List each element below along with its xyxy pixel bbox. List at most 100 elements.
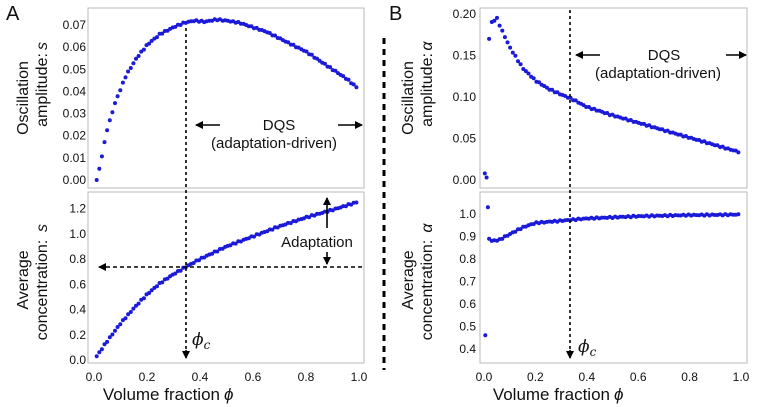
data-point [483,333,488,338]
data-point [513,229,518,234]
data-point [333,68,338,73]
xtick-label: 0.4 [578,370,595,384]
data-point [482,171,487,176]
ylabel-b-bottom-line2: concentration: [419,240,436,341]
ytick-label: 0.10 [453,90,477,104]
data-point [123,75,128,80]
data-point [123,316,128,321]
phi-c-label-b: ϕc [578,337,597,359]
dqs-sub-label-b: (adaptation-driven) [595,65,721,82]
xtick-label: 0.8 [298,370,315,384]
data-point [286,40,291,45]
data-point [518,227,523,232]
xlabel-b-symbol: ϕ [614,385,623,404]
data-point [273,33,277,38]
data-point [99,347,104,352]
data-point [252,234,256,239]
data-point [505,40,510,45]
data-points [94,15,741,359]
data-point [107,335,112,340]
data-point [341,74,346,79]
data-point [495,15,499,20]
data-point [173,24,178,29]
ylabel-a-bottom-line1: Average [15,250,32,309]
data-point [149,38,154,43]
ytick-label: 0.03 [63,107,87,121]
plot-frame-b-bottom [479,191,748,364]
tick-labels: 0.00 0.01 0.02 0.03 0.04 0.05 0.06 0.07 0.0 0.2 0.… [63,7,750,384]
data-point [484,175,489,180]
data-point [173,271,178,276]
data-point [270,227,275,232]
data-point [113,328,117,333]
data-point [550,87,555,92]
data-point [516,59,520,64]
ytick-label: 0.6 [69,277,86,291]
ytick-label: 0.4 [459,342,476,356]
xtick-label: 0.2 [527,370,544,384]
data-point [500,236,505,241]
ytick-label: 0.00 [63,173,87,187]
data-point [102,140,107,145]
data-point [267,31,272,35]
xtick-label: 0.6 [245,370,262,384]
ytick-label: 0.04 [63,84,87,98]
ytick-label: 0.9 [459,229,476,243]
dqs-sub-label-a: (adaptation-driven) [211,135,337,152]
data-point [136,301,141,306]
data-point [99,154,104,159]
ylabel-b-bottom-line1: Average [400,250,417,309]
data-point [309,52,314,57]
ylabel-a-bottom-symbol: s [34,224,51,232]
data-point [497,23,502,28]
data-point [102,342,107,347]
ytick-label: 1.2 [69,202,86,216]
data-point [134,56,138,61]
data-point [97,166,102,171]
data-point [351,82,356,87]
ylabel-a-bottom-line2: concentration: [34,240,51,341]
ylabel-a-top-line2: amplitude: [34,53,51,127]
plot-frame-a-top [87,7,365,189]
data-point [105,128,110,133]
plot-frame-a-bottom [87,191,365,364]
ytick-label: 0.05 [63,62,87,76]
ytick-label: 1.0 [69,227,86,241]
data-point [141,47,146,52]
ylabel-b-top-line1: Oscillation [400,61,417,135]
phi-c-label-a: ϕc [192,330,211,352]
xtick-label: 1.0 [733,370,750,384]
data-point [115,325,120,329]
data-point [120,80,125,85]
plot-frame-b-top [479,7,748,189]
ytick-label: 0.4 [69,303,86,317]
data-point [526,71,531,76]
data-point [537,80,541,85]
data-point [160,280,165,285]
data-point [128,310,133,314]
data-point [147,41,152,46]
ytick-label: 0.00 [453,173,477,187]
ytick-label: 0.6 [459,297,476,311]
data-point [110,110,115,115]
data-point [131,61,136,66]
data-point [531,76,536,81]
data-point [118,322,123,327]
data-point [736,212,741,217]
data-point [97,350,102,355]
xtick-label: 0.2 [139,370,156,384]
data-point [500,28,505,33]
xtick-label: 1.0 [351,370,368,384]
data-point [136,54,141,58]
data-point [307,215,312,220]
data-point [315,56,319,61]
data-point [328,65,333,70]
data-point [126,312,131,317]
data-point [126,69,131,74]
ytick-label: 0.5 [459,319,476,333]
data-point [197,258,201,263]
data-point [191,261,196,265]
data-point [165,276,170,281]
xlabel-a-symbol: ϕ [224,385,233,404]
